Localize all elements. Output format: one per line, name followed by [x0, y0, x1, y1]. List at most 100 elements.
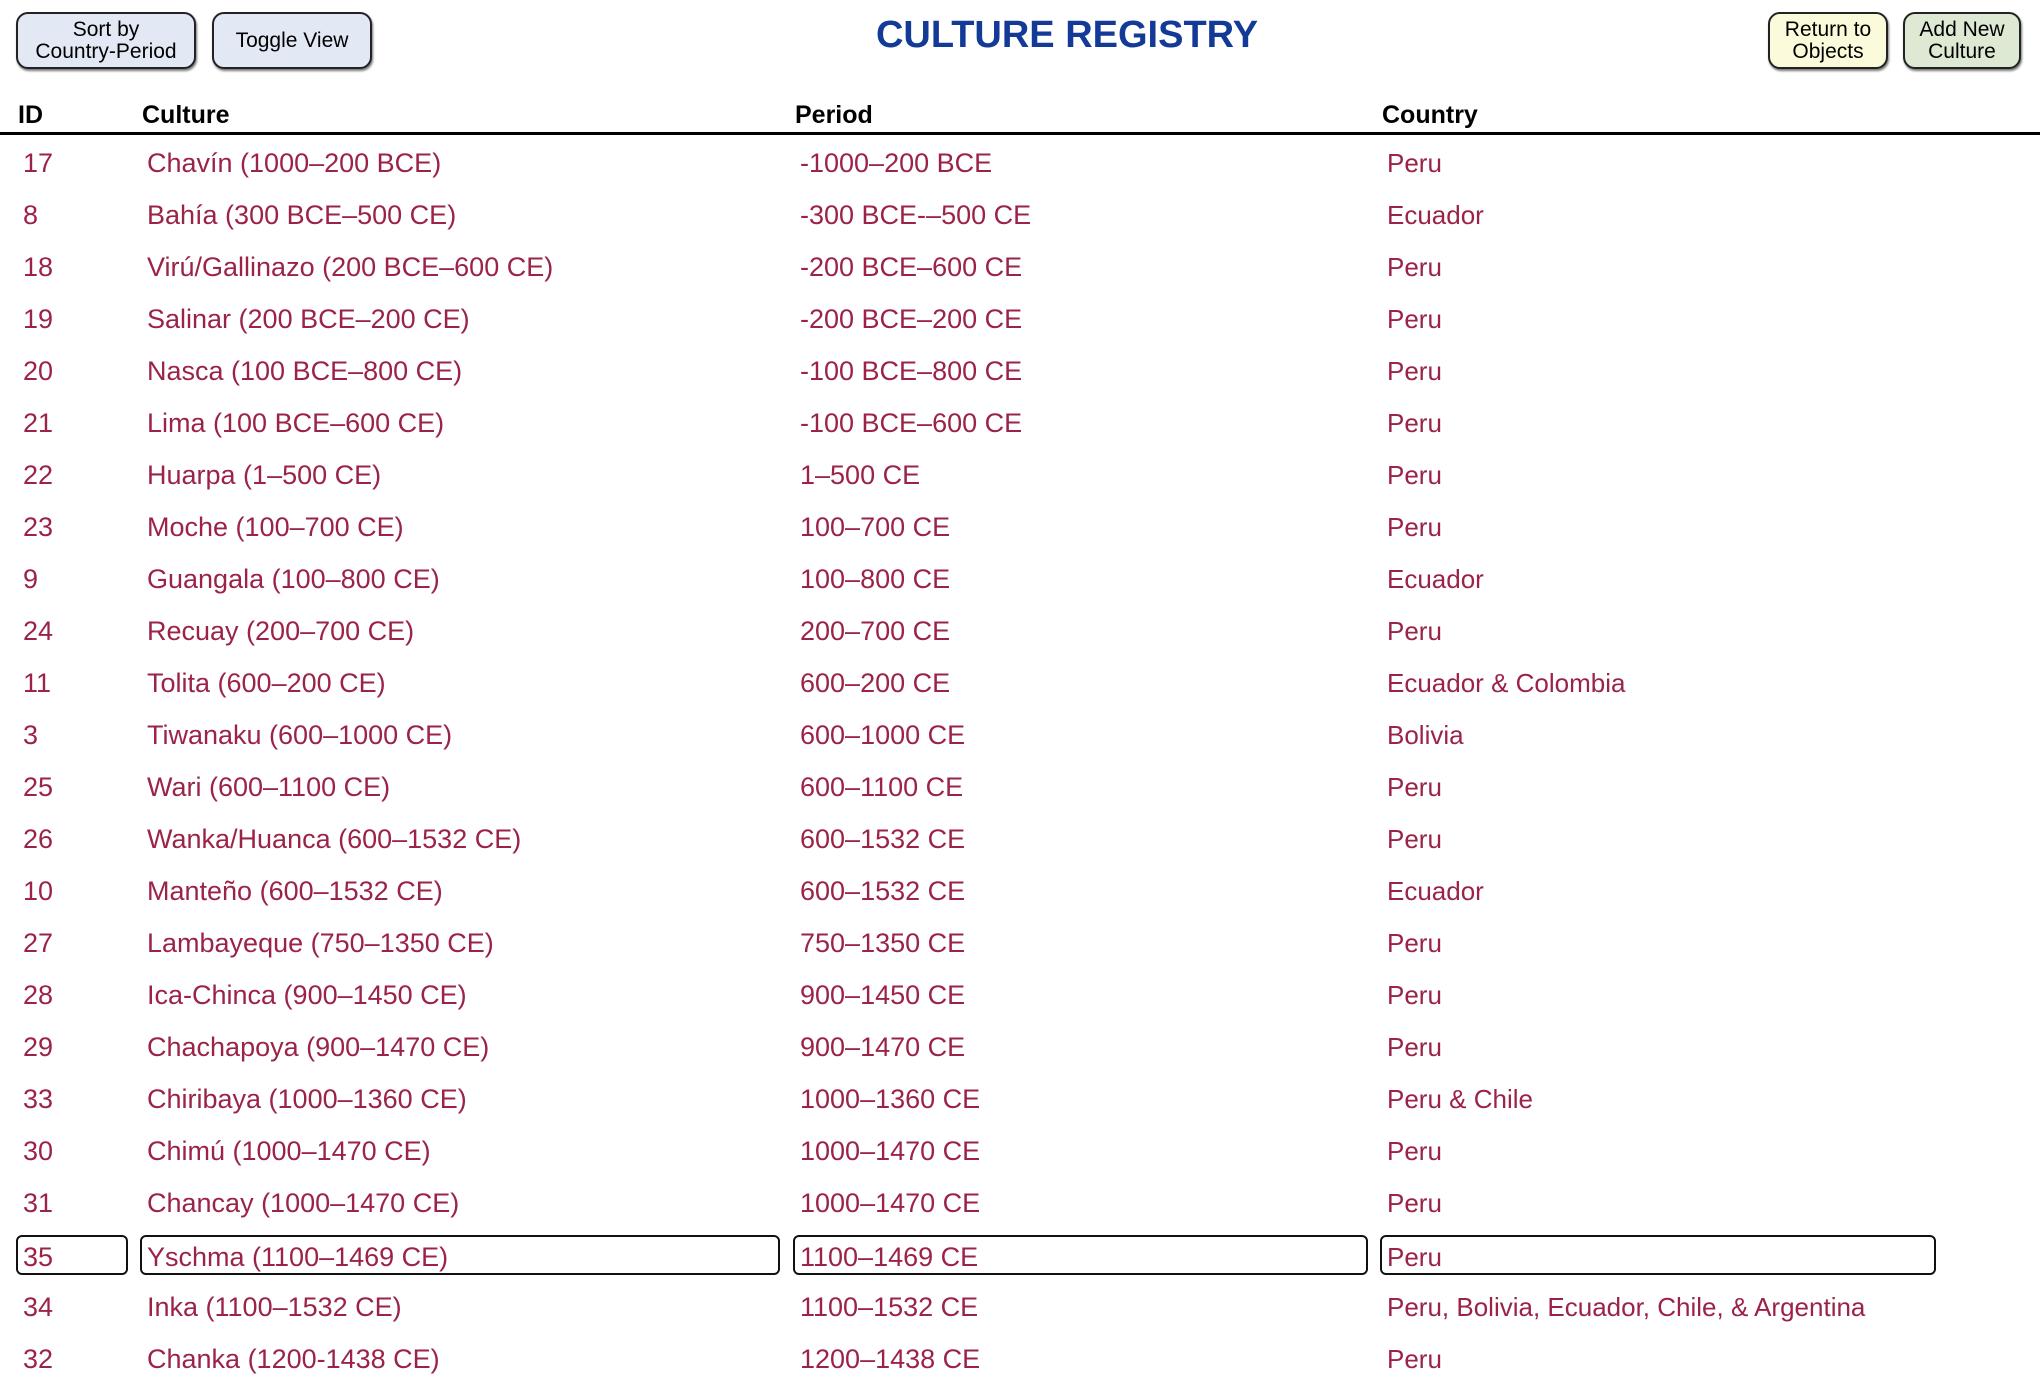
cell-id[interactable]: 34 — [23, 1292, 54, 1322]
column-header-country[interactable]: Country — [1382, 101, 1478, 129]
cell-id[interactable]: 28 — [23, 980, 54, 1010]
cell-id[interactable]: 29 — [23, 1032, 54, 1062]
cell-id[interactable]: 8 — [23, 200, 39, 230]
cell-period[interactable]: 200–700 CE — [800, 616, 951, 646]
cell-country[interactable]: Peru — [1387, 304, 1442, 334]
cell-period[interactable]: 100–700 CE — [800, 512, 951, 542]
cell-culture[interactable]: Lambayeque (750–1350 CE) — [147, 928, 494, 958]
cell-id[interactable]: 9 — [23, 564, 39, 594]
table-row[interactable]: 33 Chiribaya (1000–1360 CE) 1000–1360 CE Pe… — [0, 1073, 2040, 1125]
cell-culture[interactable]: Tiwanaku (600–1000 CE) — [147, 720, 453, 750]
cell-country[interactable]: Peru — [1387, 512, 1442, 542]
cell-country[interactable]: Peru — [1387, 408, 1442, 438]
cell-culture[interactable]: Lima (100 BCE–600 CE) — [147, 408, 445, 438]
cell-country[interactable]: Peru — [1387, 148, 1442, 178]
cell-id[interactable]: 17 — [23, 148, 54, 178]
cell-id[interactable]: 3 — [23, 720, 39, 750]
cell-country[interactable]: Peru — [1387, 824, 1442, 854]
cell-period[interactable]: 1000–1470 CE — [800, 1188, 981, 1218]
cell-country[interactable]: Peru — [1387, 1188, 1442, 1218]
cell-period[interactable]: -200 BCE–600 CE — [800, 252, 1023, 282]
table-row[interactable]: 10 Manteño (600–1532 CE) 600–1532 CE Ecuado… — [0, 865, 2040, 917]
cell-id[interactable]: 21 — [23, 408, 54, 438]
cell-period[interactable]: 900–1470 CE — [800, 1032, 966, 1062]
cell-period[interactable]: 100–800 CE — [800, 564, 951, 594]
cell-country[interactable]: Peru — [1387, 1032, 1442, 1062]
cell-period[interactable]: 1–500 CE — [800, 460, 921, 490]
table-row[interactable]: 20 Nasca (100 BCE–800 CE) -100 BCE–800 CE P… — [0, 345, 2040, 397]
cell-country[interactable]: Ecuador — [1387, 876, 1484, 906]
cell-id[interactable]: 18 — [23, 252, 54, 282]
cell-country[interactable]: Ecuador — [1387, 200, 1484, 230]
table-row[interactable]: 22 Huarpa (1–500 CE) 1–500 CE Peru — [0, 449, 2040, 501]
cell-culture[interactable]: Chachapoya (900–1470 CE) — [147, 1032, 490, 1062]
table-row[interactable]: 29 Chachapoya (900–1470 CE) 900–1470 CE Per… — [0, 1021, 2040, 1073]
cell-period[interactable]: 1200–1438 CE — [800, 1344, 981, 1374]
cell-period[interactable]: -1000–200 BCE — [800, 148, 993, 178]
cell-period[interactable]: 600–200 CE — [800, 668, 951, 698]
cell-culture[interactable]: Ica-Chinca (900–1450 CE) — [147, 980, 467, 1010]
column-header-culture[interactable]: Culture — [142, 101, 230, 129]
table-row[interactable]: 9 Guangala (100–800 CE) 100–800 CE Ecuador — [0, 553, 2040, 605]
cell-id[interactable]: 25 — [23, 772, 54, 802]
cell-period[interactable]: -100 BCE–600 CE — [800, 408, 1023, 438]
table-row[interactable]: 17 Chavín (1000–200 BCE) -1000–200 BCE Peru — [0, 137, 2040, 189]
add-new-culture-button[interactable]: Add New Culture — [1903, 12, 2021, 69]
cell-id[interactable]: 31 — [23, 1188, 54, 1218]
table-row[interactable]: 24 Recuay (200–700 CE) 200–700 CE Peru — [0, 605, 2040, 657]
table-row[interactable]: 30 Chimú (1000–1470 CE) 1000–1470 CE Peru — [0, 1125, 2040, 1177]
table-row[interactable]: 32 Chanka (1200-1438 CE) 1200–1438 CE Peru — [0, 1333, 2040, 1385]
cell-culture[interactable]: Chavín (1000–200 BCE) — [147, 148, 442, 178]
cell-period[interactable]: -100 BCE–800 CE — [800, 356, 1023, 386]
cell-period[interactable]: 900–1450 CE — [800, 980, 966, 1010]
cell-id[interactable]: 19 — [23, 304, 54, 334]
cell-culture[interactable]: Huarpa (1–500 CE) — [147, 460, 382, 490]
table-row[interactable]: 28 Ica-Chinca (900–1450 CE) 900–1450 CE Per… — [0, 969, 2040, 1021]
cell-id[interactable]: 20 — [23, 356, 54, 386]
cell-culture[interactable]: Bahía (300 BCE–500 CE) — [147, 200, 457, 230]
cell-country[interactable]: Bolivia — [1387, 720, 1464, 750]
cell-country[interactable]: Peru — [1387, 356, 1442, 386]
table-row[interactable]: 3 Tiwanaku (600–1000 CE) 600–1000 CE Bolivi… — [0, 709, 2040, 761]
cell-id[interactable]: 32 — [23, 1344, 54, 1374]
cell-country[interactable]: Peru — [1387, 1136, 1442, 1166]
cell-id[interactable]: 10 — [23, 876, 54, 906]
cell-culture[interactable]: Chanka (1200-1438 CE) — [147, 1344, 440, 1374]
table-row[interactable]: 26 Wanka/Huanca (600–1532 CE) 600–1532 CE P… — [0, 813, 2040, 865]
cell-id[interactable]: 26 — [23, 824, 54, 854]
cell-period[interactable]: -200 BCE–200 CE — [800, 304, 1023, 334]
cell-id[interactable]: 30 — [23, 1136, 54, 1166]
table-row[interactable]: 25 Wari (600–1100 CE) 600–1100 CE Peru — [0, 761, 2040, 813]
cell-country[interactable]: Peru — [1387, 616, 1442, 646]
column-header-period[interactable]: Period — [795, 101, 873, 129]
cell-culture[interactable]: Virú/Gallinazo (200 BCE–600 CE) — [147, 252, 554, 282]
table-row[interactable]: 21 Lima (100 BCE–600 CE) -100 BCE–600 CE Pe… — [0, 397, 2040, 449]
cell-country[interactable]: Peru & Chile — [1387, 1084, 1533, 1114]
cell-culture[interactable]: Wanka/Huanca (600–1532 CE) — [147, 824, 522, 854]
cell-period[interactable]: 750–1350 CE — [800, 928, 966, 958]
cell-country[interactable]: Ecuador & Colombia — [1387, 668, 1626, 698]
cell-culture[interactable]: Salinar (200 BCE–200 CE) — [147, 304, 470, 334]
cell-country[interactable]: Peru — [1387, 1344, 1442, 1374]
cell-country[interactable]: Peru — [1387, 772, 1442, 802]
table-row[interactable]: 27 Lambayeque (750–1350 CE) 750–1350 CE Per… — [0, 917, 2040, 969]
cell-period[interactable]: 600–1100 CE — [800, 772, 964, 802]
cell-id[interactable]: 24 — [23, 616, 54, 646]
cell-id[interactable]: 33 — [23, 1084, 54, 1114]
return-to-objects-button[interactable]: Return to Objects — [1768, 12, 1888, 69]
table-row[interactable]: 35 Yschma (1100–1469 CE) 1100–1469 CE Peru — [0, 1229, 2040, 1281]
cell-country[interactable]: Peru, Bolivia, Ecuador, Chile, & Argenti… — [1387, 1292, 1866, 1322]
cell-period[interactable]: -300 BCE-–500 CE — [800, 200, 1032, 230]
cell-culture[interactable]: Chancay (1000–1470 CE) — [147, 1188, 460, 1218]
cell-culture[interactable]: Wari (600–1100 CE) — [147, 772, 391, 802]
table-row[interactable]: 23 Moche (100–700 CE) 100–700 CE Peru — [0, 501, 2040, 553]
cell-id[interactable]: 22 — [23, 460, 54, 490]
cell-culture[interactable]: Nasca (100 BCE–800 CE) — [147, 356, 463, 386]
cell-culture[interactable]: Moche (100–700 CE) — [147, 512, 404, 542]
table-row[interactable]: 31 Chancay (1000–1470 CE) 1000–1470 CE Peru — [0, 1177, 2040, 1229]
table-row[interactable]: 18 Virú/Gallinazo (200 BCE–600 CE) -200 BC… — [0, 241, 2040, 293]
column-header-id[interactable]: ID — [18, 101, 43, 129]
cell-id[interactable]: 23 — [23, 512, 54, 542]
cell-period[interactable]: 1100–1532 CE — [800, 1292, 979, 1322]
cell-culture[interactable]: Recuay (200–700 CE) — [147, 616, 415, 646]
